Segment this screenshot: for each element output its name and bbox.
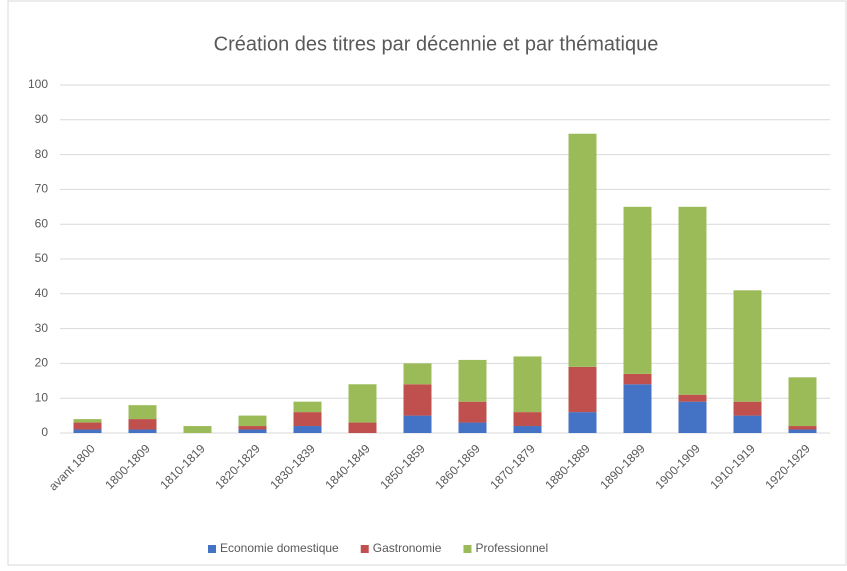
- bar-segment: [788, 429, 817, 433]
- bar-segment: [568, 133, 597, 367]
- bar-segment: [623, 384, 652, 433]
- y-tick-label: 50: [35, 251, 49, 265]
- bar-segment: [348, 384, 377, 423]
- bar-segment: [733, 290, 762, 402]
- bar-segment: [293, 401, 322, 413]
- bar-segment: [238, 426, 267, 430]
- bar-segment: [678, 401, 707, 433]
- y-tick-label: 80: [35, 147, 49, 161]
- bar-segment: [788, 426, 817, 430]
- y-tick-label: 0: [41, 425, 48, 439]
- bar-segment: [458, 359, 487, 402]
- bar-segment: [128, 429, 157, 433]
- bar-segment: [403, 415, 432, 433]
- bar-segment: [183, 426, 212, 433]
- legend-label: Gastronomie: [373, 541, 442, 555]
- legend-label: Economie domestique: [220, 541, 339, 555]
- bar-segment: [733, 415, 762, 433]
- bar-segment: [568, 366, 597, 413]
- bar-segment: [403, 363, 432, 385]
- legend-swatch: [360, 545, 369, 553]
- bar-segment: [73, 419, 102, 423]
- y-tick-label: 70: [35, 182, 49, 196]
- bar-segment: [128, 419, 157, 430]
- bar-segment: [458, 422, 487, 433]
- legend-swatch: [208, 545, 216, 553]
- bar-segment: [513, 412, 542, 427]
- bar-segment: [513, 426, 542, 433]
- bar-segment: [623, 206, 652, 374]
- legend-label: Professionnel: [475, 541, 548, 555]
- legend-swatch: [463, 545, 472, 553]
- bar-segment: [788, 377, 817, 427]
- y-tick-label: 30: [35, 321, 49, 335]
- bar-segment: [568, 412, 597, 433]
- chart-title: Création des titres par décennie et par …: [214, 33, 659, 55]
- bar-segment: [73, 422, 102, 430]
- bar-segment: [348, 422, 377, 433]
- bar-segment: [403, 384, 432, 416]
- y-tick-label: 40: [35, 286, 49, 300]
- bar-segment: [293, 412, 322, 427]
- bar-segment: [73, 429, 102, 433]
- y-tick-label: 10: [35, 390, 49, 404]
- bar-segment: [293, 426, 322, 433]
- bar-segment: [623, 373, 652, 385]
- y-tick-label: 90: [35, 112, 49, 126]
- bar-segment: [458, 401, 487, 423]
- bar-segment: [128, 405, 157, 420]
- bar-segment: [513, 356, 542, 413]
- bar-segment: [733, 401, 762, 416]
- bar-segment: [238, 429, 267, 433]
- y-tick-label: 60: [35, 216, 49, 230]
- bar-segment: [678, 206, 707, 395]
- bar-segment: [238, 415, 267, 427]
- y-tick-label: 100: [28, 77, 48, 91]
- bar-segment: [678, 394, 707, 402]
- y-tick-label: 20: [35, 356, 49, 370]
